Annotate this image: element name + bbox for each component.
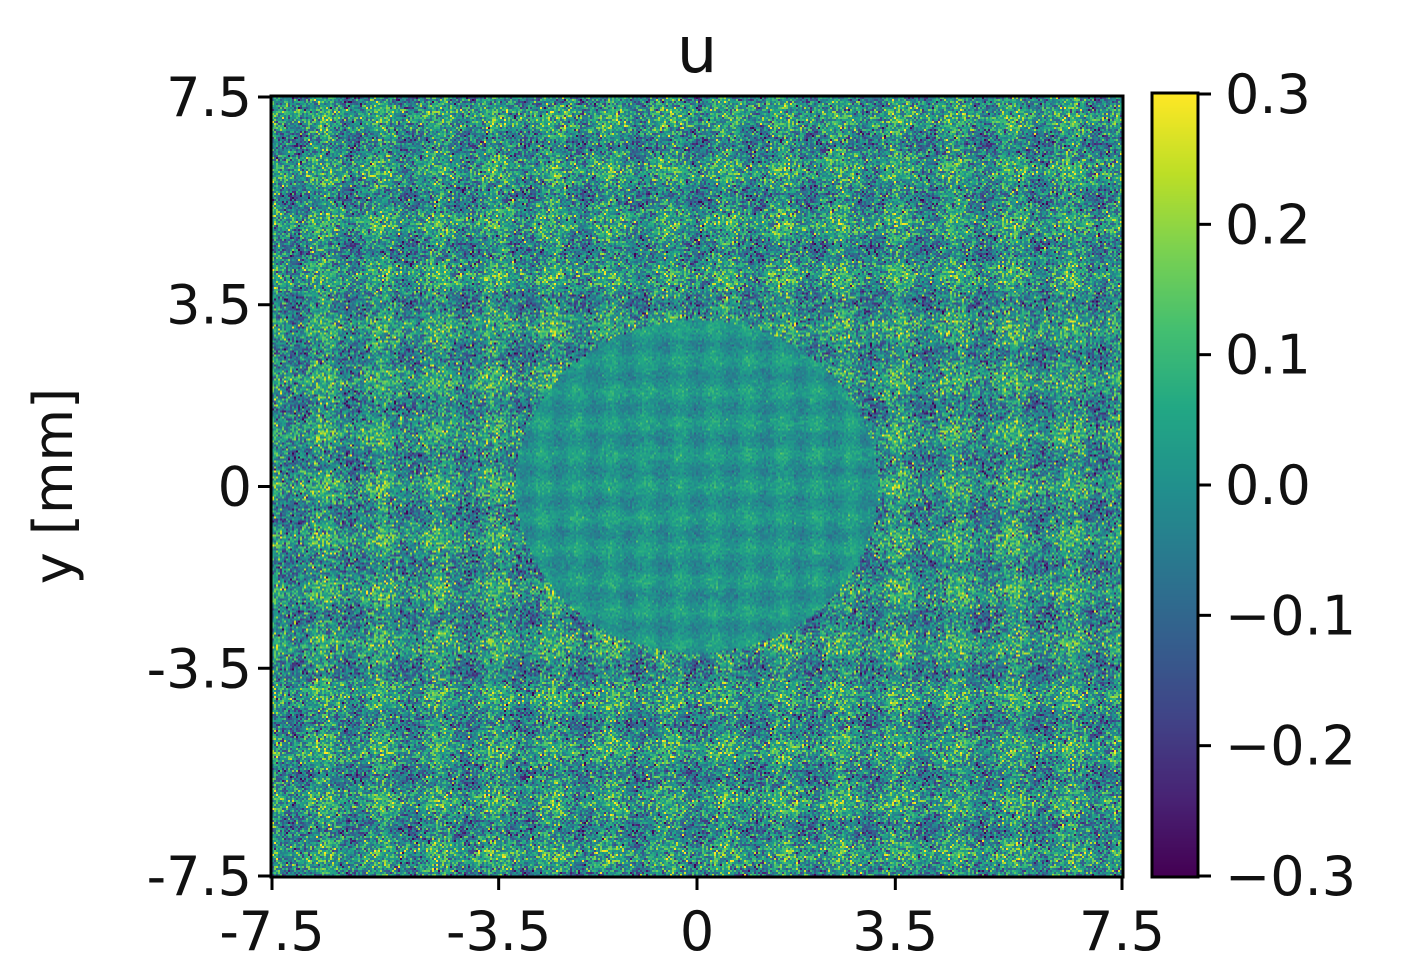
- heatmap-image: [272, 97, 1122, 876]
- y-tick-label: -7.5: [147, 845, 252, 908]
- y-tick-label: 0: [218, 456, 252, 519]
- colorbar-ticks: 0.3 0.2 0.1 0.0 −0.1 −0.2 −0.3: [1198, 63, 1356, 908]
- x-tick-label: 7.5: [1079, 900, 1165, 963]
- colorbar-tick-label: −0.2: [1225, 715, 1356, 778]
- colorbar-tick-label: 0.1: [1225, 324, 1311, 387]
- colorbar-tick-label: 0.0: [1225, 454, 1311, 517]
- y-axis-ticks: 7.5 3.5 0 -3.5 -7.5: [147, 66, 271, 908]
- x-tick-label: -3.5: [446, 900, 551, 963]
- colorbar-gradient: [1153, 94, 1197, 876]
- chart-title: u: [677, 14, 718, 88]
- x-tick-label: 3.5: [852, 900, 938, 963]
- plot-frame: [269, 94, 1125, 879]
- y-tick-label: 3.5: [166, 274, 252, 337]
- colorbar-tick-label: 0.3: [1225, 63, 1311, 126]
- colorbar-tick-label: −0.1: [1225, 584, 1356, 647]
- x-tick-label: 0: [680, 900, 714, 963]
- x-tick-label: -7.5: [219, 900, 324, 963]
- colorbar-frame: [1150, 91, 1200, 879]
- y-axis-label: y [mm]: [22, 388, 85, 584]
- colorbar-tick-label: 0.2: [1225, 193, 1311, 256]
- y-tick-label: 7.5: [166, 66, 252, 129]
- y-tick-label: -3.5: [147, 637, 252, 700]
- colorbar-tick-label: −0.3: [1225, 845, 1356, 908]
- x-axis-ticks: -7.5 -3.5 0 3.5 7.5: [219, 877, 1165, 963]
